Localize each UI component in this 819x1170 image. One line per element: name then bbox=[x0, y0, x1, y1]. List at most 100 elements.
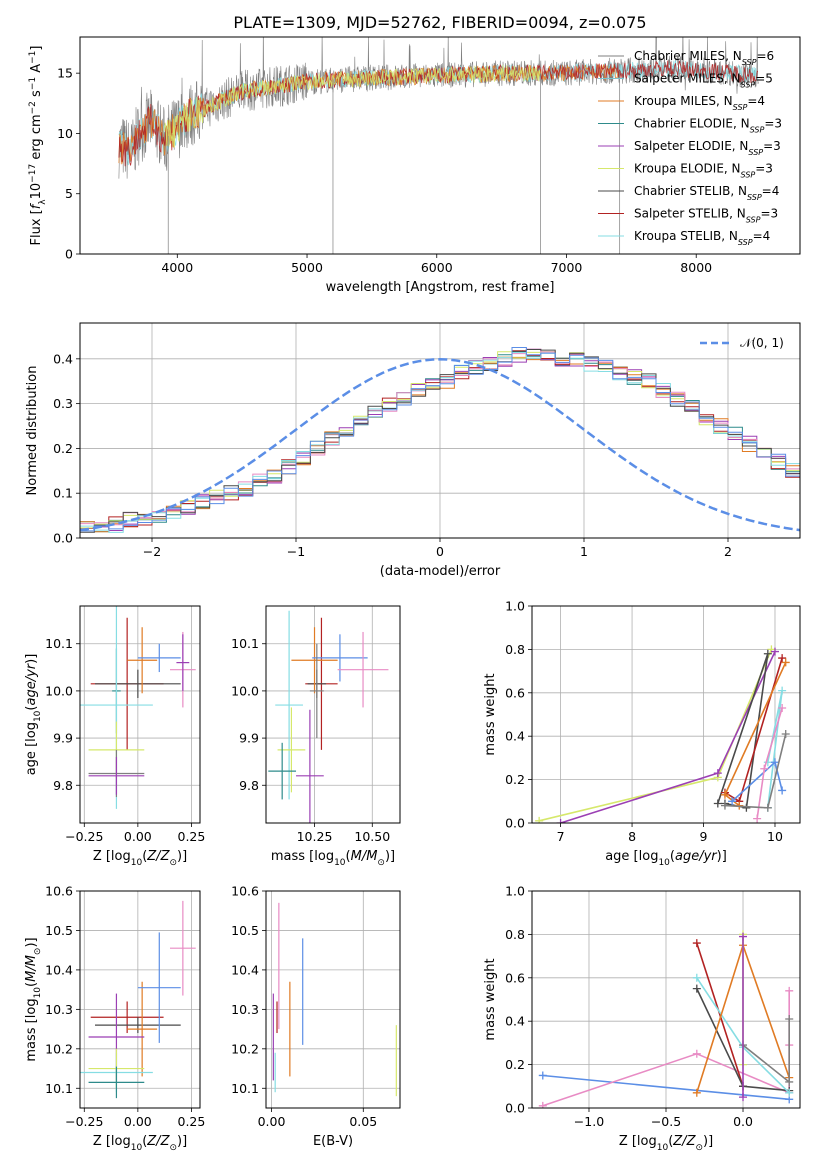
mass-weight-marker bbox=[785, 986, 794, 995]
mass-weight-line bbox=[560, 651, 776, 823]
residuals-axes: −2 −1 0 1 2 0.0 0.1 0.2 0.3 0.4 (data-model)/error… bbox=[25, 322, 801, 579]
mass-weight-marker bbox=[692, 973, 701, 982]
legend-label-text: Chabrier MILES, N bbox=[634, 49, 742, 63]
legend-label-text: Salpeter MILES, N bbox=[634, 72, 741, 86]
x-axis-label-part: Z [log bbox=[93, 849, 131, 864]
mass-weight-marker bbox=[739, 1093, 748, 1102]
x-axis-label-part: ⊙ bbox=[169, 858, 177, 868]
y-tick-label: 0.0 bbox=[53, 531, 73, 546]
legend-label-count: =3 bbox=[763, 139, 781, 153]
y-tick-label: 10.3 bbox=[45, 1002, 73, 1017]
legend-label-sub: SSP bbox=[746, 215, 761, 224]
histogram-chabrier-elodie bbox=[80, 351, 800, 533]
legend-label-count: =5 bbox=[755, 72, 773, 86]
y-axis-label-part: −17 bbox=[28, 164, 38, 183]
legend-label: Salpeter ELODIE, NSSP=3 bbox=[634, 139, 781, 157]
axes-frame bbox=[79, 605, 201, 824]
y-axis-label: mass weight bbox=[483, 673, 498, 755]
axes-frame bbox=[79, 36, 801, 255]
x-tick-label: 7 bbox=[557, 829, 565, 844]
y-axis-label-part: ] bbox=[29, 46, 44, 51]
legend-label-sub: SSP bbox=[747, 193, 762, 202]
legend-label-text: Kroupa STELIB, N bbox=[634, 229, 738, 243]
x-axis-label: mass [log10(M/M⊙)] bbox=[271, 849, 395, 868]
legend-label-sub: SSP bbox=[733, 103, 748, 112]
y-axis-label-part: age [log bbox=[24, 722, 39, 775]
y-tick-label: 15 bbox=[57, 66, 73, 81]
mass-weight-line bbox=[542, 1074, 790, 1101]
axes-frame bbox=[79, 890, 201, 1109]
x-tick-label: 10 bbox=[767, 829, 783, 844]
x-tick-label: 0 bbox=[436, 544, 444, 559]
x-tick-label: −0.5 bbox=[651, 1114, 681, 1129]
normal-curve bbox=[80, 358, 800, 532]
y-tick-label: 0.0 bbox=[505, 1101, 525, 1116]
x-axis-label-part: )] bbox=[717, 849, 727, 864]
axes-frame bbox=[265, 605, 401, 824]
y-tick-label: 1.0 bbox=[505, 599, 525, 614]
y-axis-label-part: −1 bbox=[28, 77, 38, 90]
ebv-mass-plot-area bbox=[266, 891, 400, 1108]
z-age-plot-area bbox=[80, 606, 200, 823]
axes-frame bbox=[531, 605, 801, 824]
x-axis-label-part: mass [log bbox=[271, 849, 334, 864]
x-axis-label: age [log10(age/yr)] bbox=[605, 849, 727, 868]
x-axis-label-part: ⊙ bbox=[169, 1143, 177, 1153]
spectrum-axes: 4000 5000 6000 7000 8000 0 5 10 15 wavelength [An… bbox=[28, 36, 801, 295]
y-tick-label: 5 bbox=[65, 186, 73, 201]
x-axis-label-part: ( bbox=[142, 849, 147, 864]
y-axis-label-part: −1 bbox=[28, 51, 38, 64]
x-axis-label-part: 10 bbox=[657, 1143, 669, 1153]
mass-weight-marker bbox=[778, 654, 787, 663]
x-axis-label-part: )] bbox=[177, 849, 187, 864]
mass-weight-marker bbox=[720, 801, 729, 810]
legend-label-count: =3 bbox=[760, 207, 778, 221]
x-axis-label-part: )] bbox=[177, 1134, 187, 1149]
mass-weight-marker bbox=[778, 786, 787, 795]
y-tick-label: 10.4 bbox=[231, 962, 259, 977]
x-axis-label-part: ( bbox=[142, 1134, 147, 1149]
mass-weight-marker bbox=[739, 932, 748, 941]
x-axis-label-part: ( bbox=[670, 849, 675, 864]
y-axis-label-part: age/yr bbox=[24, 662, 39, 705]
y-axis-label-part: mass [log bbox=[24, 998, 39, 1061]
legend-label: Chabrier ELODIE, NSSP=3 bbox=[634, 117, 782, 135]
legend-label-text: Salpeter STELIB, N bbox=[634, 207, 746, 221]
y-tick-label: 10.2 bbox=[45, 1041, 73, 1056]
y-axis-label-part: ( bbox=[24, 982, 39, 987]
mass-weight-marker bbox=[535, 816, 544, 823]
x-tick-label: 8 bbox=[628, 829, 636, 844]
x-axis-label-part: Z/Z bbox=[146, 1134, 170, 1149]
legend-label-sub: SSP bbox=[738, 238, 753, 247]
mass-age-axes: 10.25 10.50 9.8 9.9 10.0 10.1 mass [log10(M/M⊙… bbox=[231, 605, 401, 868]
mass-weight-marker bbox=[785, 1088, 794, 1097]
y-tick-label: 10.2 bbox=[231, 1041, 259, 1056]
x-axis-label: E(B-V) bbox=[313, 1134, 353, 1149]
legend-label-sub: SSP bbox=[742, 58, 757, 67]
y-axis-label-part: mass weight bbox=[483, 673, 498, 755]
y-tick-label: 9.8 bbox=[239, 778, 259, 793]
y-tick-label: 10 bbox=[57, 126, 73, 141]
x-tick-label: −0.25 bbox=[65, 829, 103, 844]
mass-weight-marker bbox=[713, 799, 722, 808]
x-tick-label: −1 bbox=[287, 544, 305, 559]
age-massweight-plot-area bbox=[532, 606, 800, 823]
x-axis-label-part: Z [log bbox=[619, 1134, 657, 1149]
legend-label-text: Chabrier ELODIE, N bbox=[634, 117, 750, 131]
legend-label: Salpeter MILES, NSSP=5 bbox=[634, 72, 773, 90]
y-tick-label: 0.4 bbox=[53, 351, 73, 366]
y-axis-label-part: ( bbox=[24, 706, 39, 711]
x-axis-label-part: 10 bbox=[131, 1143, 143, 1153]
mass-weight-marker bbox=[781, 658, 790, 667]
legend-label-sub: SSP bbox=[741, 170, 756, 179]
legend-label-count: =6 bbox=[756, 49, 774, 63]
residuals-plot-area bbox=[80, 323, 800, 538]
y-tick-label: 10.6 bbox=[231, 884, 259, 899]
mass-weight-line bbox=[742, 1019, 790, 1084]
x-tick-label: 4000 bbox=[161, 260, 193, 275]
y-axis-label-part: )] bbox=[24, 937, 39, 947]
z-massweight-axes: −1.0 −0.5 0.0 0.0 0.2 0.4 0.6 0.8 1.0 Z [log10(Z/… bbox=[483, 884, 801, 1153]
x-tick-label: −0.25 bbox=[65, 1114, 103, 1129]
y-tick-label: 0.0 bbox=[505, 816, 525, 831]
y-tick-label: 9.8 bbox=[53, 778, 73, 793]
